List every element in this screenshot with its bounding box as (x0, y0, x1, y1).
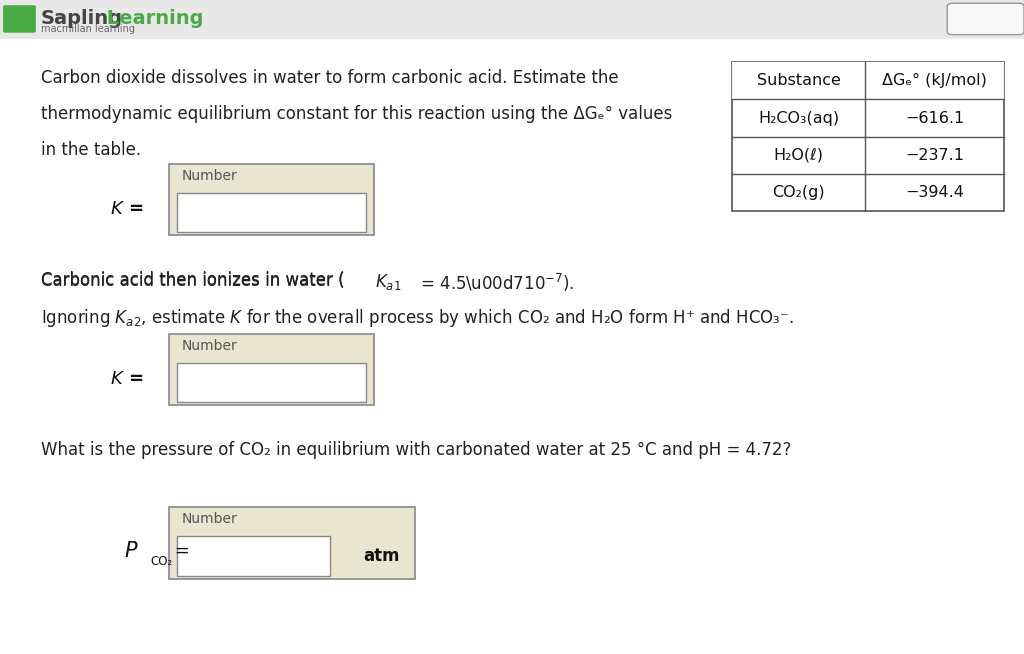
Text: Carbonic acid then ionizes in water (: Carbonic acid then ionizes in water ( (41, 272, 344, 290)
Text: $K$ =: $K$ = (111, 370, 143, 388)
FancyBboxPatch shape (3, 5, 36, 33)
Text: = 4.5\u00d710$^{-7}$).: = 4.5\u00d710$^{-7}$). (415, 272, 574, 294)
Text: Carbonic acid then ionizes in water (​​​​​​​​​​: Carbonic acid then ionizes in water (​​​… (41, 271, 344, 290)
Text: −616.1: −616.1 (905, 111, 964, 126)
Text: Number: Number (181, 169, 237, 182)
Text: H₂O(ℓ): H₂O(ℓ) (774, 148, 823, 163)
FancyBboxPatch shape (177, 362, 366, 402)
Text: $K_{a1}$: $K_{a1}$ (375, 272, 401, 292)
Text: Number: Number (181, 512, 237, 526)
Text: H₂CO₃(aq): H₂CO₃(aq) (758, 111, 840, 126)
FancyBboxPatch shape (732, 62, 1004, 99)
Text: CO₂(g): CO₂(g) (772, 185, 825, 200)
Text: $P$: $P$ (124, 541, 138, 560)
Text: −237.1: −237.1 (905, 148, 964, 163)
FancyBboxPatch shape (732, 62, 1004, 211)
Text: atm: atm (362, 547, 399, 565)
FancyBboxPatch shape (169, 164, 374, 235)
FancyBboxPatch shape (177, 536, 330, 576)
FancyBboxPatch shape (169, 334, 374, 405)
FancyBboxPatch shape (947, 3, 1024, 35)
Text: $K$ =: $K$ = (111, 200, 143, 218)
Text: in the table.: in the table. (41, 141, 141, 159)
FancyBboxPatch shape (177, 192, 366, 232)
Text: Carbon dioxide dissolves in water to form carbonic acid. Estimate the: Carbon dioxide dissolves in water to for… (41, 69, 618, 87)
Text: −394.4: −394.4 (905, 185, 964, 200)
Text: Number: Number (181, 339, 237, 353)
Text: Substance: Substance (757, 73, 841, 88)
Text: Learning: Learning (100, 9, 204, 28)
Text: Sapling: Sapling (41, 9, 123, 28)
Text: =: = (169, 542, 189, 560)
Text: ΔGₑ° (kJ/mol): ΔGₑ° (kJ/mol) (882, 73, 987, 88)
Text: thermodynamic equilibrium constant for this reaction using the ΔGₑ° values: thermodynamic equilibrium constant for t… (41, 105, 673, 123)
Text: CO₂: CO₂ (151, 555, 173, 568)
Text: Ignoring $K_{a2}$, estimate $K$ for the overall process by which CO₂ and H₂O for: Ignoring $K_{a2}$, estimate $K$ for the … (41, 307, 794, 330)
Text: macmillan learning: macmillan learning (41, 24, 135, 35)
Text: What is the pressure of CO₂ in equilibrium with carbonated water at 25 °C and pH: What is the pressure of CO₂ in equilibri… (41, 441, 792, 460)
FancyBboxPatch shape (169, 507, 415, 579)
FancyBboxPatch shape (0, 0, 1024, 39)
